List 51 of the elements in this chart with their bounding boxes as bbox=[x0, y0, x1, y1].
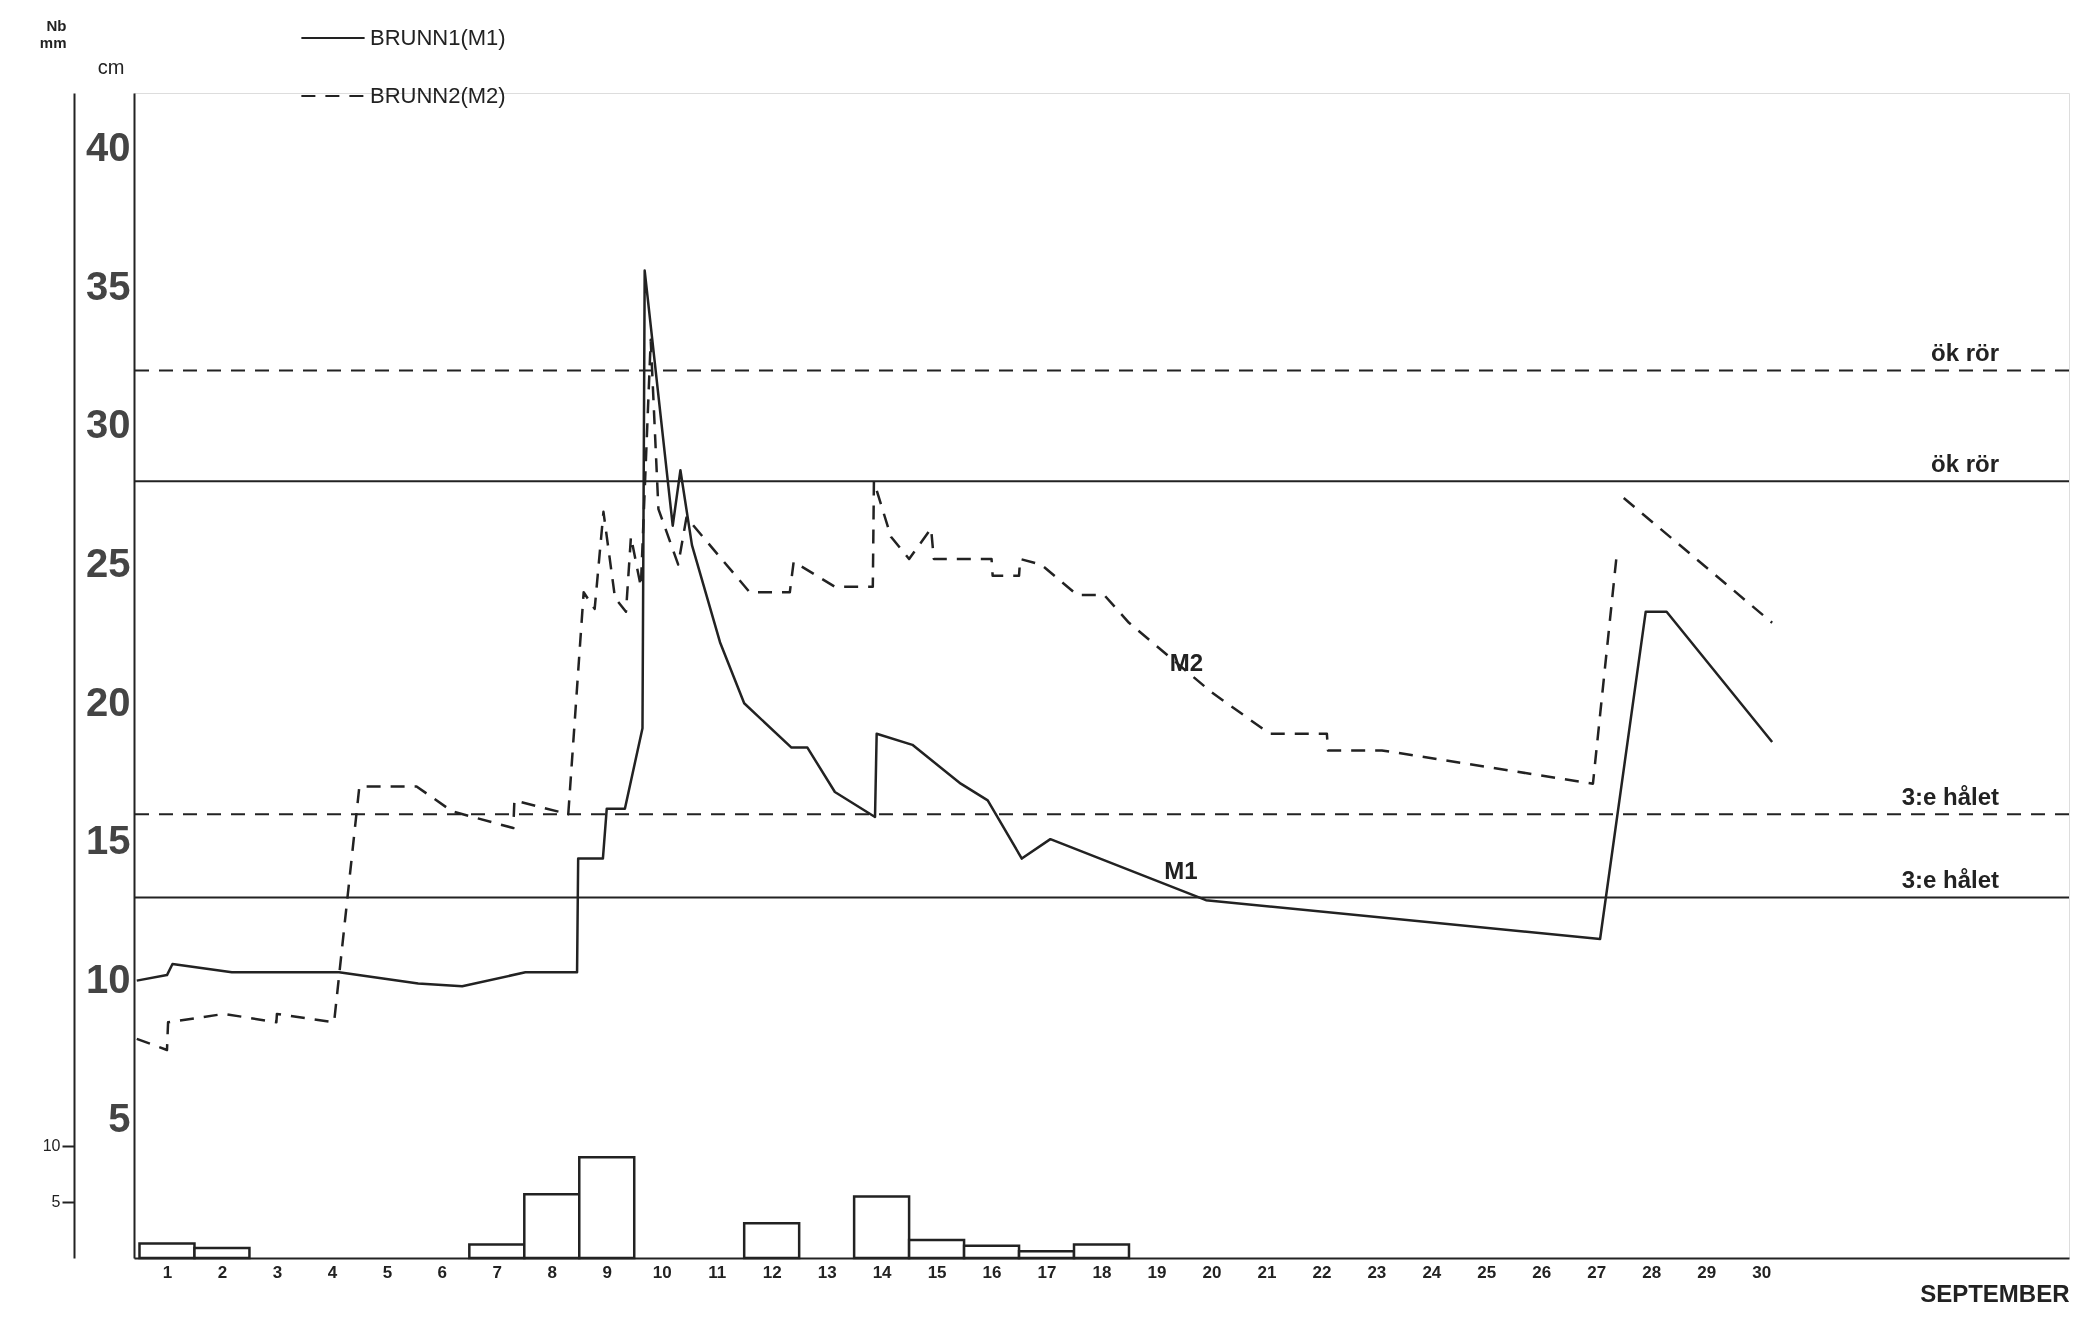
x-tick-label: 2 bbox=[217, 1262, 228, 1282]
y-tick-label: 25 bbox=[86, 541, 131, 586]
y2-tick-label: 5 bbox=[51, 1193, 61, 1211]
x-tick-label: 17 bbox=[1037, 1262, 1057, 1282]
annotation: M1 bbox=[1164, 857, 1198, 885]
ref-line-label: ök rör bbox=[1930, 450, 1999, 478]
x-axis-title: SEPTEMBER bbox=[1920, 1279, 2070, 1307]
x-tick-label: 16 bbox=[982, 1262, 1002, 1282]
x-tick-label: 3 bbox=[272, 1262, 283, 1282]
x-tick-label: 4 bbox=[327, 1262, 338, 1282]
y-tick-label: 40 bbox=[86, 124, 131, 169]
y-tick-label: 35 bbox=[86, 263, 131, 308]
x-tick-label: 26 bbox=[1532, 1262, 1552, 1282]
y-tick-label: 5 bbox=[108, 1095, 131, 1140]
x-tick-label: 25 bbox=[1477, 1262, 1497, 1282]
x-tick-label: 7 bbox=[492, 1262, 503, 1282]
ref-line-label: 3:e hålet bbox=[1901, 866, 1999, 894]
x-tick-label: 30 bbox=[1752, 1262, 1772, 1282]
x-tick-label: 8 bbox=[547, 1262, 558, 1282]
x-tick-label: 27 bbox=[1587, 1262, 1607, 1282]
y-tick-label: 30 bbox=[86, 402, 131, 447]
y-tick-label: 10 bbox=[86, 957, 131, 1002]
legend-label: BRUNN2(M2) bbox=[370, 83, 506, 108]
x-tick-label: 9 bbox=[602, 1262, 612, 1282]
annotation: M2 bbox=[1169, 649, 1204, 677]
x-tick-label: 11 bbox=[708, 1262, 727, 1282]
x-tick-label: 5 bbox=[382, 1262, 393, 1282]
y-tick-label: 20 bbox=[86, 679, 131, 724]
x-tick-label: 28 bbox=[1642, 1262, 1662, 1282]
x-tick-label: 20 bbox=[1202, 1262, 1222, 1282]
x-tick-label: 10 bbox=[652, 1262, 672, 1282]
x-tick-label: 14 bbox=[872, 1262, 893, 1282]
x-tick-label: 6 bbox=[437, 1262, 448, 1282]
x-tick-label: 19 bbox=[1147, 1262, 1167, 1282]
x-tick-label: 1 bbox=[162, 1262, 173, 1282]
y-axis-title: cm bbox=[97, 55, 125, 78]
y2-tick-label: 10 bbox=[42, 1137, 61, 1155]
ref-line-label: ök rör bbox=[1930, 339, 1999, 367]
x-tick-label: 12 bbox=[762, 1262, 782, 1282]
x-tick-label: 13 bbox=[817, 1262, 837, 1282]
x-tick-label: 22 bbox=[1312, 1262, 1332, 1282]
y2-axis-title: Nb mm bbox=[39, 16, 67, 51]
x-tick-label: 23 bbox=[1367, 1262, 1387, 1282]
x-tick-label: 18 bbox=[1092, 1262, 1112, 1282]
legend-label: BRUNN1(M1) bbox=[370, 25, 506, 50]
ref-line-label: 3:e hålet bbox=[1901, 783, 1999, 811]
x-tick-label: 15 bbox=[927, 1262, 947, 1282]
y-tick-label: 15 bbox=[86, 818, 131, 863]
x-tick-label: 24 bbox=[1422, 1262, 1442, 1282]
x-tick-label: 29 bbox=[1697, 1262, 1717, 1282]
x-tick-label: 21 bbox=[1257, 1262, 1277, 1282]
